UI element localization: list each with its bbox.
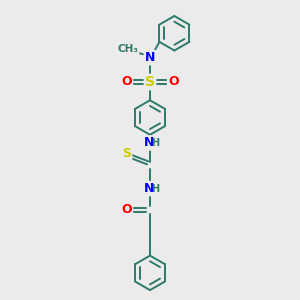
Text: S: S bbox=[145, 75, 155, 89]
Text: H: H bbox=[152, 138, 160, 148]
Text: CH₃: CH₃ bbox=[117, 44, 138, 55]
Text: N: N bbox=[144, 136, 154, 149]
Text: S: S bbox=[122, 146, 131, 160]
Text: H: H bbox=[152, 184, 160, 194]
Text: O: O bbox=[121, 76, 132, 88]
Text: O: O bbox=[121, 203, 132, 216]
Text: O: O bbox=[168, 76, 179, 88]
Text: N: N bbox=[144, 182, 154, 195]
Text: N: N bbox=[145, 51, 155, 64]
